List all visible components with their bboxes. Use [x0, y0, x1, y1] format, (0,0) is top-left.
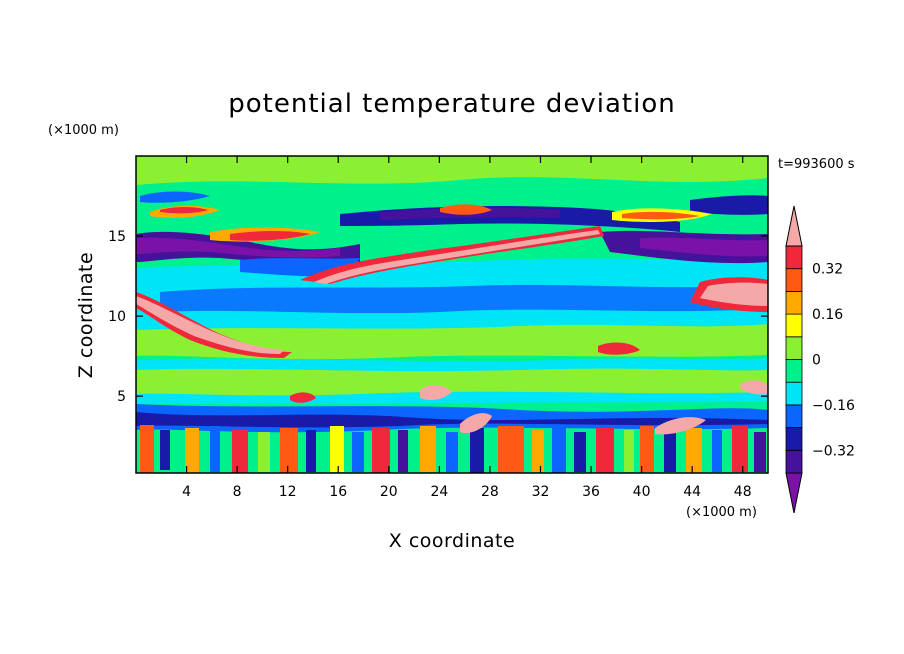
x-tick-label: 8	[233, 484, 242, 500]
colorbar-tick-label: −0.32	[812, 443, 855, 459]
colorbar-tick-label: 0.32	[812, 262, 843, 278]
x-tick-label: 48	[734, 484, 752, 500]
colorbar: 0.32 0.16 0 −0.16 −0.32	[785, 205, 855, 514]
x-tick-label: 32	[532, 484, 550, 500]
x-tick-label: 12	[279, 484, 297, 500]
x-tick-label: 36	[582, 484, 600, 500]
plot-frame	[135, 155, 769, 474]
y-tick-label: 15	[108, 229, 126, 245]
x-tick-label: 16	[329, 484, 347, 500]
colorbar-tick-label: 0.16	[812, 307, 843, 323]
x-tick-label: 24	[430, 484, 448, 500]
x-axis-label: X coordinate	[389, 530, 515, 552]
colorbar-band	[785, 290, 803, 315]
x-tick-label: 4	[182, 484, 191, 500]
y-unit-label: (×1000 m)	[48, 123, 119, 138]
x-unit-label: (×1000 m)	[686, 505, 757, 520]
colorbar-band	[785, 245, 803, 270]
colorbar-band	[785, 404, 803, 428]
x-axis-ticks: 4 8 12 16 20 24 28 32 36 40 44 48	[182, 156, 752, 500]
y-axis-ticks: 5 10 15	[108, 229, 768, 405]
colorbar-band	[785, 336, 803, 360]
colorbar-band	[785, 268, 803, 292]
colorbar-max-extend	[785, 205, 803, 247]
x-tick-label: 40	[633, 484, 651, 500]
x-tick-label: 28	[481, 484, 499, 500]
colorbar-band	[785, 449, 803, 474]
colorbar-tick-label: 0	[812, 353, 821, 369]
colorbar-tick-label: −0.16	[812, 398, 855, 414]
chart-title: potential temperature deviation	[228, 89, 675, 119]
y-axis-label: Z coordinate	[75, 252, 97, 378]
time-label: t=993600 s	[778, 157, 855, 172]
plot-area	[136, 156, 768, 473]
x-tick-label: 44	[683, 484, 701, 500]
colorbar-band	[785, 427, 803, 451]
x-tick-label: 20	[380, 484, 398, 500]
y-tick-label: 10	[108, 309, 126, 325]
colorbar-min-extend	[785, 472, 803, 514]
y-tick-label: 5	[117, 389, 126, 405]
colorbar-band	[785, 313, 803, 338]
colorbar-band	[785, 359, 803, 383]
colorbar-band	[785, 381, 803, 406]
